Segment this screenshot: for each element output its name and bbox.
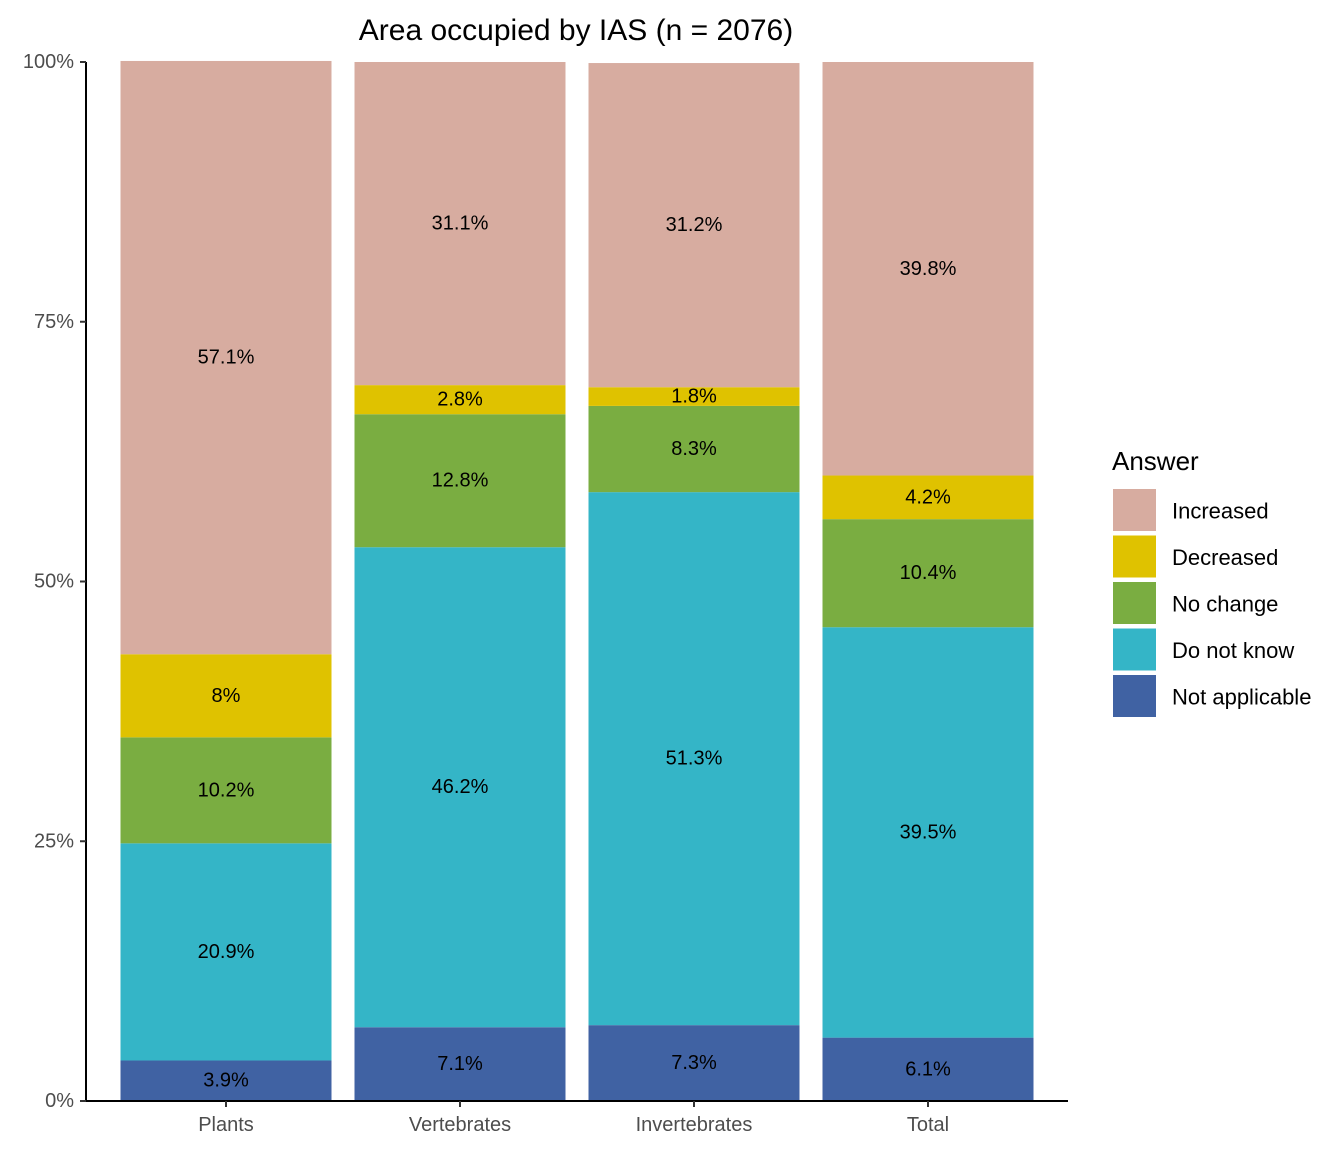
legend-label-do-not-know: Do not know: [1172, 638, 1294, 663]
data-label-vertebrates-decreased: 2.8%: [437, 389, 483, 411]
bar-segment-total-increased: [822, 62, 1034, 476]
x-tick-label-invertebrates: Invertebrates: [636, 1114, 753, 1136]
bar-segment-total-not-applicable: [822, 1037, 1034, 1101]
data-label-vertebrates-not-applicable: 7.1%: [437, 1053, 483, 1075]
data-label-vertebrates-increased: 31.1%: [432, 213, 489, 235]
legend-label-no-change: No change: [1172, 592, 1278, 617]
data-label-invertebrates-do-not-know: 51.3%: [666, 748, 723, 770]
x-axis-ticks: Plants Vertebrates Invertebrates Total: [198, 1101, 949, 1136]
bar-segment-vertebrates-no-change: [354, 414, 566, 548]
legend-swatch-not-applicable: [1113, 675, 1156, 717]
data-label-invertebrates-not-applicable: 7.3%: [671, 1052, 717, 1074]
bars-group: [120, 60, 1034, 1101]
legend-label-decreased: Decreased: [1172, 545, 1278, 570]
bar-segment-vertebrates-not-applicable: [354, 1027, 566, 1101]
bar-segment-vertebrates-increased: [354, 62, 566, 386]
y-axis-ticks: 0% 25% 50% 75% 100%: [23, 51, 86, 1112]
data-label-plants-no-change: 10.2%: [198, 779, 255, 801]
bar-segment-vertebrates-decreased: [354, 385, 566, 415]
data-label-invertebrates-increased: 31.2%: [666, 214, 723, 236]
bar-segment-total-no-change: [822, 519, 1034, 628]
y-tick-label: 25%: [34, 830, 74, 852]
legend-swatch-increased: [1113, 489, 1156, 531]
bar-segment-invertebrates-increased: [588, 63, 800, 388]
legend-swatch-do-not-know: [1113, 628, 1156, 671]
bar-segment-invertebrates-decreased: [588, 387, 800, 406]
x-tick-label-plants: Plants: [198, 1114, 254, 1136]
y-tick-label: 100%: [23, 51, 74, 73]
chart-title: Area occupied by IAS (n = 2076): [359, 14, 793, 47]
legend: Answer Increased Decreased No change Do not…: [1112, 446, 1311, 717]
bar-segment-plants-do-not-know: [120, 843, 332, 1061]
bar-segment-invertebrates-do-not-know: [588, 492, 800, 1026]
legend-label-increased: Increased: [1172, 499, 1269, 524]
bar-segment-invertebrates-no-change: [588, 405, 800, 493]
y-tick-label: 75%: [34, 311, 74, 333]
x-tick-label-total: Total: [907, 1114, 949, 1136]
legend-swatch-no-change: [1113, 582, 1156, 624]
bar-segment-vertebrates-do-not-know: [354, 547, 566, 1028]
legend-label-not-applicable: Not applicable: [1172, 685, 1311, 710]
bar-segment-total-do-not-know: [822, 627, 1034, 1038]
data-label-invertebrates-decreased: 1.8%: [671, 386, 717, 408]
y-tick-label: 0%: [45, 1090, 74, 1112]
data-label-total-no-change: 10.4%: [900, 562, 957, 584]
data-label-vertebrates-no-change: 12.8%: [432, 470, 489, 492]
bar-segment-plants-no-change: [120, 737, 332, 844]
data-label-total-not-applicable: 6.1%: [905, 1058, 951, 1080]
legend-swatch-decreased: [1113, 535, 1156, 578]
data-label-plants-increased: 57.1%: [198, 347, 255, 369]
bar-segment-invertebrates-not-applicable: [588, 1025, 800, 1101]
data-label-plants-not-applicable: 3.9%: [203, 1070, 249, 1092]
data-label-invertebrates-no-change: 8.3%: [671, 438, 717, 460]
legend-title: Answer: [1112, 446, 1199, 476]
x-tick-label-vertebrates: Vertebrates: [409, 1114, 511, 1136]
bar-segment-plants-increased: [120, 60, 332, 655]
data-label-total-do-not-know: 39.5%: [900, 821, 957, 843]
data-label-plants-decreased: 8%: [212, 685, 241, 707]
data-label-vertebrates-do-not-know: 46.2%: [432, 776, 489, 798]
bar-segment-plants-not-applicable: [120, 1060, 332, 1101]
segment-labels-group: 3.9% 20.9% 10.2% 8% 57.1% 7.1% 46.2% 12.8% 2.8% 3…: [198, 213, 957, 1092]
bar-segment-plants-decreased: [120, 654, 332, 738]
y-tick-label: 50%: [34, 571, 74, 593]
bar-segment-total-decreased: [822, 475, 1034, 520]
data-label-total-increased: 39.8%: [900, 258, 957, 280]
data-label-plants-do-not-know: 20.9%: [198, 941, 255, 963]
data-label-total-decreased: 4.2%: [905, 486, 951, 508]
